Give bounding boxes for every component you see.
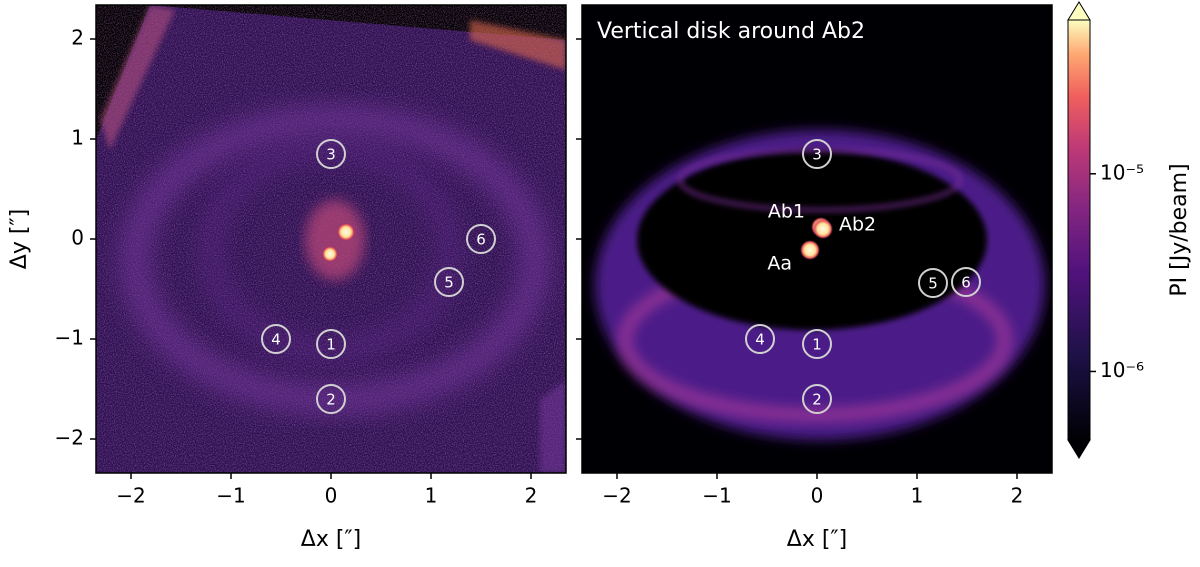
colorbar-extend bbox=[1067, 1, 1091, 21]
x-tick-label: −2 bbox=[602, 484, 631, 508]
region-label: 1 bbox=[326, 336, 336, 354]
x-axis-label: Δx [″] bbox=[787, 527, 847, 552]
x-tick-label: −2 bbox=[116, 484, 145, 508]
colorbar-extend bbox=[1067, 439, 1091, 459]
region-marker bbox=[316, 139, 346, 169]
colorbar-frame bbox=[1067, 19, 1091, 441]
region-label: 6 bbox=[961, 274, 971, 292]
region-label: 4 bbox=[755, 331, 765, 349]
colorbar-tick-label: 10⁻⁶ bbox=[1100, 358, 1144, 382]
star-label: Ab2 bbox=[839, 214, 876, 236]
star-label: Aa bbox=[767, 253, 792, 275]
x-axis-label: Δx [″] bbox=[301, 527, 361, 552]
region-label: 3 bbox=[326, 146, 336, 164]
region-label: 5 bbox=[928, 275, 938, 293]
region-marker bbox=[802, 329, 832, 359]
region-marker bbox=[951, 267, 981, 297]
region-marker bbox=[802, 384, 832, 414]
star bbox=[813, 219, 833, 239]
region-label: 5 bbox=[444, 274, 454, 292]
region-marker bbox=[802, 139, 832, 169]
region-label: 2 bbox=[326, 391, 336, 409]
star-label: Ab1 bbox=[768, 201, 805, 223]
x-tick-label: 2 bbox=[1011, 484, 1024, 508]
y-tick-label: 1 bbox=[71, 126, 84, 150]
region-marker bbox=[918, 268, 948, 298]
region-marker bbox=[745, 324, 775, 354]
x-tick-label: −1 bbox=[702, 484, 731, 508]
y-tick-label: −2 bbox=[55, 426, 84, 450]
panel-title: Vertical disk around Ab2 bbox=[597, 19, 865, 44]
model-image bbox=[582, 5, 1052, 473]
observed-image bbox=[96, 5, 566, 473]
region-marker bbox=[261, 324, 291, 354]
y-axis-label: Δy [″] bbox=[7, 209, 32, 269]
x-tick-label: 2 bbox=[525, 484, 538, 508]
x-tick-label: 0 bbox=[325, 484, 338, 508]
region-marker bbox=[316, 329, 346, 359]
colorbar bbox=[1068, 20, 1090, 440]
colorbar-label: PI [Jy/beam] bbox=[1167, 163, 1192, 296]
region-marker bbox=[316, 384, 346, 414]
star bbox=[800, 240, 820, 260]
x-tick-label: 0 bbox=[811, 484, 824, 508]
y-tick-label: 0 bbox=[71, 226, 84, 250]
x-tick-label: −1 bbox=[216, 484, 245, 508]
region-marker bbox=[466, 224, 496, 254]
region-label: 1 bbox=[812, 336, 822, 354]
region-marker bbox=[434, 267, 464, 297]
region-label: 4 bbox=[271, 331, 281, 349]
region-label: 2 bbox=[812, 391, 822, 409]
x-tick-label: 1 bbox=[425, 484, 438, 508]
region-label: 3 bbox=[812, 146, 822, 164]
colorbar-tick-label: 10⁻⁵ bbox=[1100, 160, 1144, 184]
x-tick-label: 1 bbox=[911, 484, 924, 508]
y-tick-label: 2 bbox=[71, 26, 84, 50]
y-tick-label: −1 bbox=[55, 326, 84, 350]
region-label: 6 bbox=[476, 231, 486, 249]
